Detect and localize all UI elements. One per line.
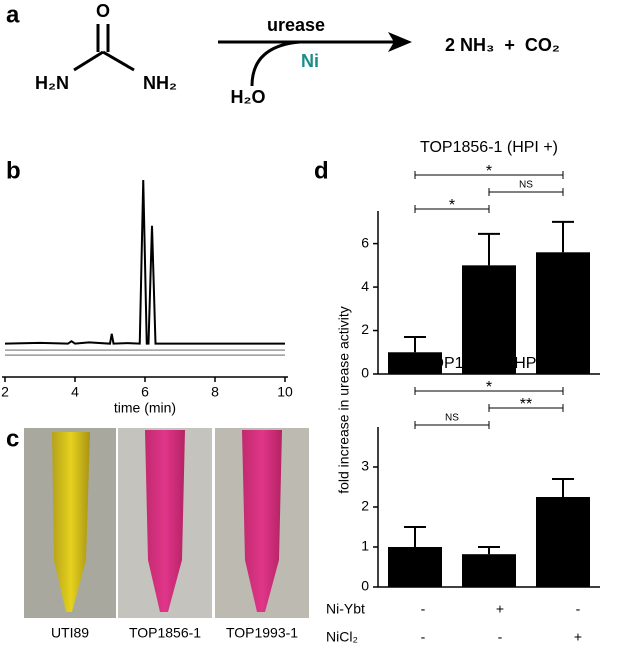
products-label: 2 NH₃ + CO₂ (445, 35, 560, 55)
significance-label: ** (520, 396, 532, 413)
photo-label: TOP1856-1 (129, 625, 201, 641)
treatment-sign: - (421, 629, 426, 645)
treatment-sign: + (496, 601, 504, 617)
panel-label: a (6, 1, 20, 28)
significance-bracket (414, 387, 564, 395)
significance-bracket (414, 421, 490, 429)
photo-label: UTI89 (51, 625, 89, 641)
x-tick-label: 2 (1, 384, 9, 400)
panel-label: d (314, 157, 329, 184)
y-tick-label: 0 (361, 578, 369, 594)
bar (388, 352, 442, 374)
chart-title: TOP1856-1 (HPI +) (420, 139, 558, 156)
x-tick-label: 10 (277, 384, 293, 400)
bar (462, 554, 516, 587)
treatment-sign: - (576, 601, 581, 617)
x-tick-label: 8 (211, 384, 219, 400)
cofactor-label: Ni (301, 51, 319, 71)
significance-bracket (488, 404, 564, 412)
treatment-name: NiCl₂ (326, 629, 358, 645)
photo-label: TOP1993-1 (226, 625, 298, 641)
y-tick-label: 1 (361, 538, 369, 554)
treatment-sign: - (421, 601, 426, 617)
trace (4, 179, 285, 345)
significance-label: * (449, 197, 455, 214)
treatment-name: Ni-Ybt (326, 601, 365, 617)
y-tick-label: 2 (361, 498, 369, 514)
y-tick-label: 4 (361, 278, 369, 294)
significance-bracket (414, 171, 564, 179)
significance-label: * (486, 163, 492, 180)
x-tick-label: 4 (71, 384, 79, 400)
urea-bonds (73, 24, 135, 72)
atom-label: H₂N (35, 73, 69, 93)
atom-label: NH₂ (143, 73, 177, 93)
chart-title: TOP1993-1 (HPI -) (422, 355, 556, 372)
y-tick-label: 0 (361, 365, 369, 381)
treatment-sign: - (498, 629, 503, 645)
y-tick-label: 2 (361, 321, 369, 337)
significance-bracket (488, 188, 564, 196)
enzyme-label: urease (267, 15, 325, 35)
significance-bracket (414, 205, 490, 213)
reaction-arrow (218, 32, 412, 87)
y-axis-label: fold increase in urease activity (336, 306, 352, 494)
y-tick-label: 6 (361, 234, 369, 250)
significance-label: NS (519, 180, 533, 191)
x-axis-label: time (min) (114, 400, 176, 416)
panel-label: c (6, 425, 19, 452)
significance-label: * (486, 379, 492, 396)
bar (536, 252, 590, 374)
x-tick-label: 6 (141, 384, 149, 400)
significance-label: NS (445, 413, 459, 424)
treatment-sign: + (574, 629, 582, 645)
atom-label: O (96, 1, 110, 21)
bar (536, 497, 590, 587)
bar (462, 265, 516, 374)
reactant-label: H₂O (231, 87, 266, 107)
y-tick-label: 3 (361, 458, 369, 474)
bar (388, 547, 442, 587)
tube-photos (24, 428, 309, 618)
panel-label: b (6, 157, 21, 184)
